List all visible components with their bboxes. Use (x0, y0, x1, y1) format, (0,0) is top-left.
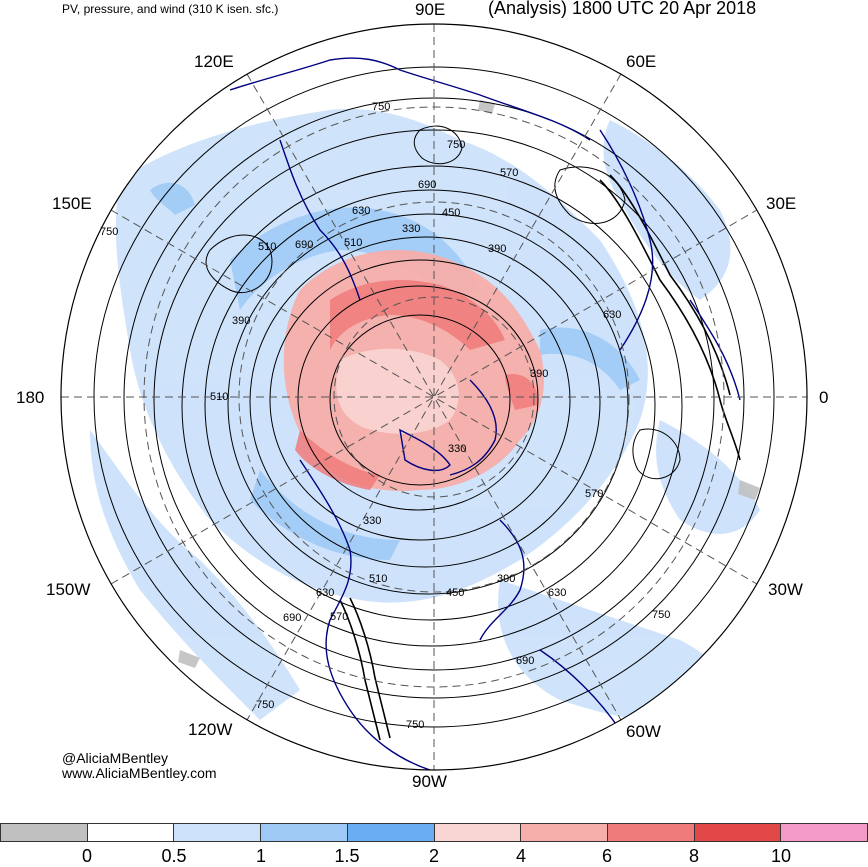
author-website: www.AliciaMBentley.com (62, 765, 217, 781)
longitude-label-0: 0 (819, 388, 829, 407)
pv-shading-mid (150, 182, 640, 560)
pv-shading-light-red (336, 348, 459, 434)
colorbar-segment (693, 823, 782, 842)
contour-label: 390 (497, 573, 515, 585)
colorbar-segment (520, 823, 608, 842)
contour-label: 690 (283, 612, 301, 624)
longitude-label-150e: 150E (52, 194, 92, 213)
colorbar-tick-label: 4 (515, 846, 527, 866)
colorbar-tick-label: 10 (770, 846, 792, 866)
colorbar-tick-label: 1.5 (334, 846, 360, 866)
contour-label: 750 (447, 139, 465, 151)
colorbar-segment (0, 823, 88, 842)
longitude-label-120w: 120W (188, 720, 233, 739)
contour-label: 750 (372, 101, 390, 113)
colorbar-tick-label: 0.5 (161, 846, 187, 866)
map-title: (Analysis) 1800 UTC 20 Apr 2018 (488, 0, 757, 18)
colorbar-segment (260, 823, 348, 842)
contour-label: 750 (256, 699, 274, 711)
longitude-label-90w: 90W (412, 772, 447, 791)
contour-label: 510 (344, 237, 362, 249)
contour-label: 450 (442, 207, 460, 219)
colorbar (0, 823, 868, 843)
contour-label: 570 (500, 167, 518, 179)
colorbar-tick-label: 8 (688, 846, 700, 866)
contour-label: 630 (603, 309, 621, 321)
contour-label: 330 (448, 443, 466, 455)
contour-label: 450 (446, 587, 464, 599)
longitude-label-60w: 60W (626, 722, 661, 741)
contour-label: 510 (369, 573, 387, 585)
contour-label: 750 (406, 719, 424, 731)
contour-label: 330 (363, 515, 381, 527)
longitude-label-90e: 90E (415, 0, 446, 19)
contour-label: 570 (585, 488, 603, 500)
longitude-label-180: 180 (16, 388, 45, 407)
colorbar-tick-label: 0 (81, 846, 93, 866)
author-handle: @AliciaMBentley (62, 750, 169, 766)
contour-label: 570 (330, 611, 348, 623)
contour-label: 690 (295, 239, 313, 251)
pressure-contours-dense (339, 174, 741, 741)
colorbar-segment (346, 823, 435, 842)
contour-labels: 750 750 690 630 570 510 450 390 330 390 … (100, 101, 670, 731)
colorbar-segment (86, 823, 175, 842)
contour-label: 390 (488, 243, 506, 255)
colorbar-segment (433, 823, 522, 842)
contour-label: 690 (516, 655, 534, 667)
longitude-label-150w: 150W (46, 580, 91, 599)
colorbar-tick-label: 2 (428, 846, 440, 866)
colorbar-tick-label: 1 (255, 846, 267, 866)
contour-label: 510 (258, 241, 276, 253)
colorbar-segment (606, 823, 695, 842)
map-subtitle: PV, pressure, and wind (310 K isen. sfc.… (62, 2, 279, 16)
polar-map: 750 750 690 630 570 510 450 390 330 390 … (60, 23, 808, 771)
colorbar-tick-label: 6 (601, 846, 613, 866)
contour-label: 390 (232, 315, 250, 327)
contour-label: 750 (100, 226, 118, 238)
longitude-label-120e: 120E (194, 52, 234, 71)
contour-label: 510 (210, 391, 228, 403)
longitude-label-30w: 30W (768, 580, 803, 599)
contour-label: 630 (548, 587, 566, 599)
contour-label: 630 (352, 205, 370, 217)
contour-label: 330 (402, 223, 420, 235)
colorbar-segment (173, 823, 262, 842)
colorbar-segment (780, 823, 868, 842)
longitude-label-30e: 30E (766, 194, 797, 213)
contour-label: 390 (530, 368, 548, 380)
graticule (61, 24, 807, 770)
contour-label: 750 (652, 609, 670, 621)
map-boundary (60, 23, 808, 771)
contour-label: 630 (316, 587, 334, 599)
longitude-label-60e: 60E (626, 52, 657, 71)
contour-label: 690 (418, 179, 436, 191)
